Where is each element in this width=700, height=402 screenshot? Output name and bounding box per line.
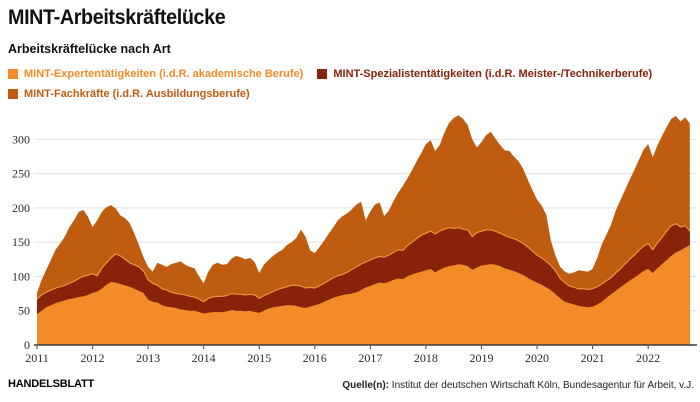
- axis-label: 2015: [247, 351, 271, 365]
- axis-label: 100: [12, 269, 30, 283]
- page-title: MINT-Arbeitskräftelücke: [8, 6, 226, 29]
- legend-label-spezialisten: MINT-Spezialistentätigkeiten (i.d.R. Mei…: [333, 68, 653, 80]
- source-label: Quelle(n):: [342, 380, 390, 391]
- axis-label: 2016: [303, 351, 327, 365]
- axis-label: 0: [24, 338, 30, 352]
- axis-label: 300: [12, 132, 30, 146]
- axis-label: 2020: [525, 351, 549, 365]
- legend-row-2: MINT-Fachkräfte (i.d.R. Ausbildungsberuf…: [8, 84, 696, 104]
- axis-label: 2022: [636, 351, 660, 365]
- axis-label: 2013: [136, 351, 160, 365]
- axis-label: 2014: [192, 351, 216, 365]
- axis-label: 2021: [581, 351, 605, 365]
- legend-row-1: MINT-Expertentätigkeiten (i.d.R. akademi…: [8, 64, 696, 84]
- source-text: Institut der deutschen Wirtschaft Köln, …: [389, 380, 694, 391]
- legend-swatch-experten-icon: [8, 69, 18, 79]
- brand-logo: HANDELSBLATT: [8, 378, 94, 390]
- axis-label: 200: [12, 201, 30, 215]
- axis-label: 2012: [81, 351, 105, 365]
- axis-label: 250: [12, 167, 30, 181]
- axis-label: 150: [12, 235, 30, 249]
- legend-swatch-spezialisten-icon: [317, 69, 328, 79]
- axis-label: 50: [18, 304, 30, 318]
- legend-item-fachkraefte: MINT-Fachkräfte (i.d.R. Ausbildungsberuf…: [8, 88, 250, 100]
- legend-swatch-fachkraefte-icon: [8, 89, 18, 99]
- chart-subtitle: Arbeitskräftelücke nach Art: [8, 42, 171, 56]
- source-note: Quelle(n): Institut der deutschen Wirtsc…: [342, 380, 694, 391]
- axis-label: 2019: [469, 351, 493, 365]
- axis-label: 2017: [358, 351, 382, 365]
- legend-item-spezialisten: MINT-Spezialistentätigkeiten (i.d.R. Mei…: [317, 68, 652, 80]
- legend-label-experten: MINT-Expertentätigkeiten (i.d.R. akademi…: [24, 68, 304, 80]
- axis-label: 2011: [25, 351, 49, 365]
- legend: MINT-Expertentätigkeiten (i.d.R. akademi…: [8, 64, 696, 104]
- legend-item-experten: MINT-Expertentätigkeiten (i.d.R. akademi…: [8, 68, 303, 80]
- area-experten: [37, 244, 690, 345]
- axis-label: 2018: [414, 351, 438, 365]
- legend-label-fachkraefte: MINT-Fachkräfte (i.d.R. Ausbildungsberuf…: [24, 88, 250, 100]
